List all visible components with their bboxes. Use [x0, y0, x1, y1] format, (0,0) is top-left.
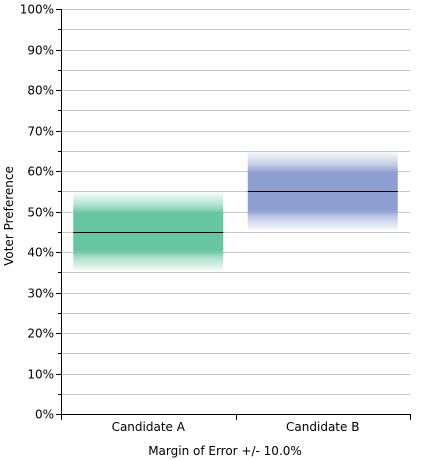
y-tick-labels: 0% 10% 20% 30% 40% 50% 60% 70% 80% 90% 100%	[20, 3, 54, 422]
y-tick-label: 70%	[27, 125, 54, 139]
y-tick-label: 100%	[20, 3, 54, 17]
x-tick-label: Candidate B	[286, 420, 359, 434]
y-tick-label: 50%	[27, 206, 54, 220]
y-tick-label: 30%	[27, 287, 54, 301]
y-axis-title: Voter Preference	[2, 166, 16, 266]
x-tick-label: Candidate A	[112, 420, 186, 434]
y-tick-label: 10%	[27, 368, 54, 382]
y-tick-label: 60%	[27, 165, 54, 179]
y-tick-label: 20%	[27, 327, 54, 341]
y-tick-label: 0%	[35, 408, 54, 422]
bar-candidate-a	[73, 191, 224, 273]
x-axis-title: Margin of Error +/- 10.0%	[148, 444, 302, 458]
x-category-labels: Candidate A Candidate B	[112, 420, 360, 434]
y-tick-label: 90%	[27, 44, 54, 58]
axes	[56, 9, 411, 420]
y-tick-label: 80%	[27, 84, 54, 98]
y-tick-label: 40%	[27, 246, 54, 260]
bars	[73, 150, 398, 273]
